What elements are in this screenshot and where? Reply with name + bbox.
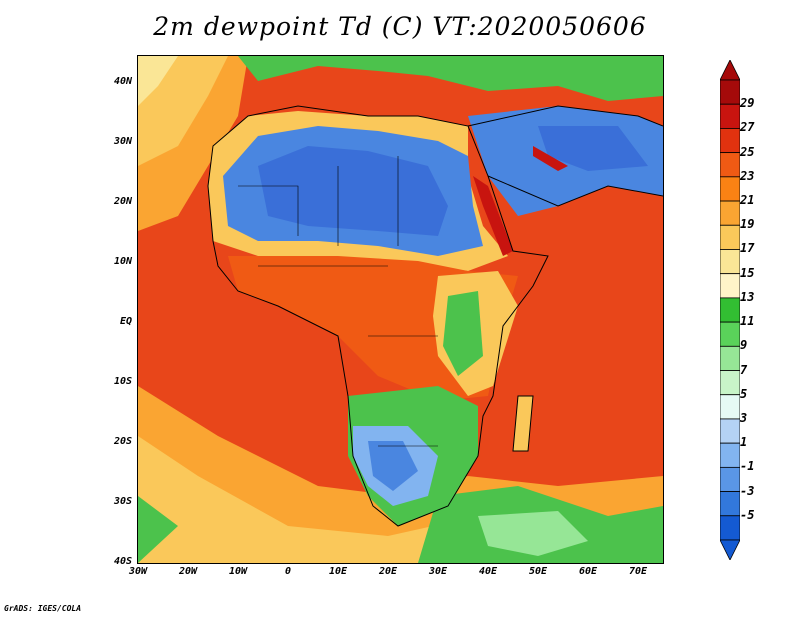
lon-label-70e: 70E (628, 566, 648, 577)
persian-gulf (533, 146, 568, 171)
colorbar-label: 25 (740, 144, 755, 159)
colorbar-segment (720, 442, 740, 468)
colorbar-segment (720, 103, 740, 129)
colorbar-label: 29 (740, 96, 755, 111)
colorbar-label: -3 (740, 483, 755, 498)
colorbar-segment (720, 394, 740, 420)
colorbar-segment (720, 273, 740, 299)
lat-label-30s: 30S (113, 496, 132, 507)
colorbar-label: -5 (740, 507, 755, 522)
lat-label-10s: 10S (113, 376, 132, 387)
madagascar (513, 396, 533, 451)
colorbar-label: 19 (740, 217, 755, 232)
colorbar-segment (720, 491, 740, 517)
arabia-coastline (467, 105, 663, 207)
colorbar-segment (720, 152, 740, 178)
lat-label-10n: 10N (113, 256, 132, 267)
lat-label-20n: 20N (113, 196, 132, 207)
map-title: 2m dewpoint Td (C) VT:2020050606 (153, 12, 647, 41)
lat-label-40s: 40S (113, 556, 132, 567)
colorbar-label: 17 (740, 241, 755, 256)
colorbar-label: 11 (740, 314, 755, 329)
colorbar-segment (720, 345, 740, 371)
lon-label-20w: 20W (178, 566, 198, 577)
colorbar-segment (720, 249, 740, 275)
colorbar-top-arrow (720, 60, 740, 81)
colorbar-segment (720, 515, 740, 541)
country-borders (238, 156, 438, 447)
lon-label-30e: 30E (428, 566, 448, 577)
lat-label-20s: 20S (113, 436, 132, 447)
red-sea (473, 176, 513, 256)
kalahari-core (368, 441, 418, 491)
sahara-core (258, 146, 448, 236)
colorbar-label: 5 (740, 386, 748, 401)
colorbar-label: 15 (740, 265, 755, 280)
atlantic-north-band-light (138, 56, 228, 166)
lon-label-60e: 60E (578, 566, 598, 577)
colorbar-label: 21 (740, 193, 755, 208)
colorbar-label: 7 (740, 362, 748, 377)
colorbar-segment (720, 79, 740, 105)
colorbar-segments (720, 60, 740, 560)
colorbar-label: 23 (740, 168, 755, 183)
lat-label-30n: 30N (113, 136, 132, 147)
lon-label-10w: 10W (228, 566, 248, 577)
lon-label-10e: 10E (328, 566, 348, 577)
lon-label-40e: 40E (478, 566, 498, 577)
colorbar-label: 27 (740, 120, 755, 135)
southern-ocean-lightgreen (478, 511, 588, 556)
lat-label-eq: EQ (119, 316, 132, 327)
arabia-core (538, 126, 648, 171)
colorbar-label: -1 (740, 459, 755, 474)
colorbar-segment (720, 224, 740, 250)
colorbar (720, 60, 740, 560)
colorbar-segment (720, 466, 740, 492)
colorbar-segment (720, 176, 740, 202)
colorbar-segment (720, 418, 740, 444)
colorbar-bottom-arrow (720, 539, 740, 560)
africa-coastline (207, 105, 549, 527)
lon-label-30w: 30W (128, 566, 148, 577)
colorbar-segment (720, 297, 740, 323)
credit-text: GrADS: IGES/COLA (4, 604, 82, 613)
lon-label-50e: 50E (528, 566, 548, 577)
atlantic-north-band-pale (138, 56, 178, 106)
lon-label-20e: 20E (378, 566, 398, 577)
colorbar-segment (720, 200, 740, 226)
colorbar-label: 1 (740, 435, 748, 450)
colorbar-segment (720, 128, 740, 154)
lat-label-40n: 40N (113, 76, 132, 87)
colorbar-segment (720, 370, 740, 396)
east-africa-highland (443, 291, 483, 376)
map-canvas (138, 56, 663, 563)
colorbar-segment (720, 321, 740, 347)
lon-label-0: 0 (284, 566, 292, 577)
colorbar-label: 9 (740, 338, 748, 353)
colorbar-label: 3 (740, 410, 748, 425)
madagascar-coastline (512, 395, 534, 452)
europe-strip (238, 56, 663, 101)
colorbar-label: 13 (740, 289, 755, 304)
dewpoint-map (137, 55, 664, 564)
